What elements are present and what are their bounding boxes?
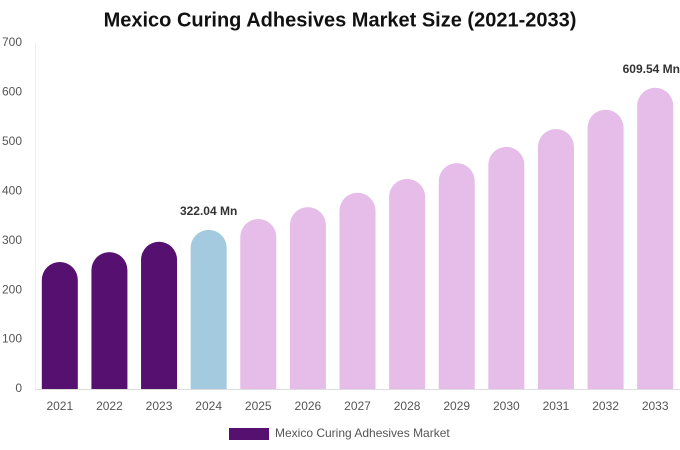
bar xyxy=(438,163,475,389)
y-tick-label: 400 xyxy=(2,183,22,197)
x-tick-label: 2022 xyxy=(96,399,123,413)
bar xyxy=(488,146,525,389)
x-tick-label: 2027 xyxy=(344,399,371,413)
x-tick-label: 2021 xyxy=(46,399,73,413)
bar xyxy=(537,129,574,389)
value-label: 322.04 Mn xyxy=(180,204,237,218)
legend-label: Mexico Curing Adhesives Market xyxy=(275,426,450,440)
legend-swatch xyxy=(229,428,269,440)
x-tick-label: 2026 xyxy=(295,399,322,413)
x-tick-label: 2033 xyxy=(642,399,669,413)
y-tick-label: 500 xyxy=(2,134,22,148)
bar xyxy=(389,178,426,389)
x-tick-label: 2028 xyxy=(394,399,421,413)
y-tick-label: 600 xyxy=(2,85,22,99)
x-tick-label: 2030 xyxy=(493,399,520,413)
bar xyxy=(41,261,78,389)
y-tick-label: 300 xyxy=(2,233,22,247)
x-tick-label: 2023 xyxy=(146,399,173,413)
y-tick-label: 100 xyxy=(2,332,22,346)
bar xyxy=(240,218,277,389)
chart-title: Mexico Curing Adhesives Market Size (202… xyxy=(104,9,577,31)
x-tick-label: 2029 xyxy=(443,399,470,413)
bar xyxy=(289,207,326,389)
bar xyxy=(91,252,128,389)
x-tick-label: 2032 xyxy=(592,399,619,413)
value-label: 609.54 Mn xyxy=(623,62,680,76)
bar xyxy=(587,109,624,389)
y-tick-label: 700 xyxy=(2,35,22,49)
bar xyxy=(637,87,674,390)
bar xyxy=(141,241,178,389)
x-tick-label: 2031 xyxy=(543,399,570,413)
bar xyxy=(190,229,227,389)
y-tick-label: 200 xyxy=(2,282,22,296)
bar xyxy=(339,192,376,389)
y-tick-label: 0 xyxy=(15,381,22,395)
x-tick-label: 2024 xyxy=(195,399,222,413)
x-tick-label: 2025 xyxy=(245,399,272,413)
